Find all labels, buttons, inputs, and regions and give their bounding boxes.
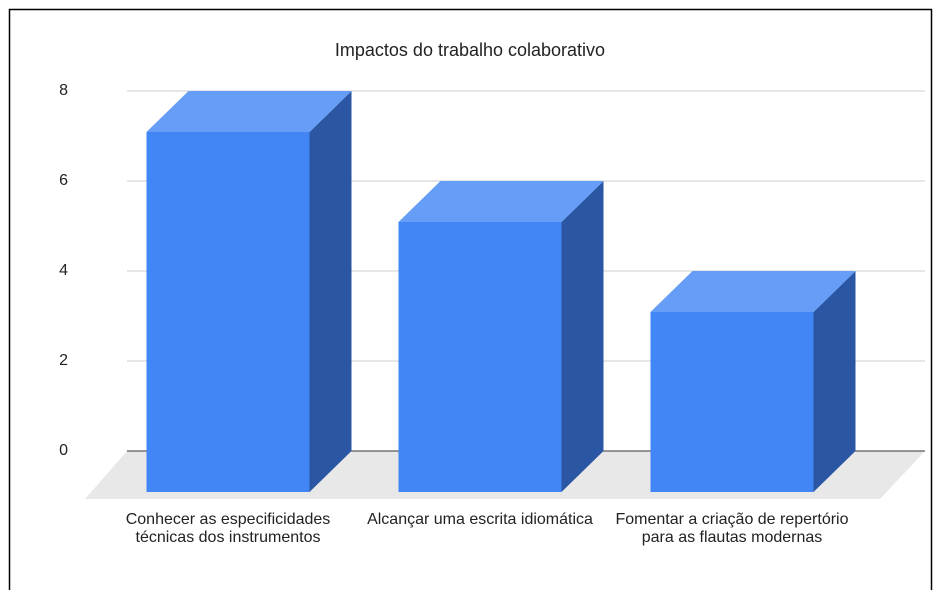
y-tick-label: 2 [59,352,68,369]
bar-side [561,181,604,492]
bar-side [309,91,352,492]
y-tick-label: 0 [59,442,68,459]
x-tick-label: Conhecer as especificidades técnicas dos… [125,511,331,546]
bar-top [146,91,352,132]
x-tick-label: Fomentar a criação de repertório para as… [615,511,849,546]
bar-front [650,312,814,492]
bar-front [146,132,310,492]
x-tick-label: Alcançar uma escrita idiomática [367,511,593,528]
bar-side [813,271,856,492]
y-tick-label: 6 [59,172,68,189]
chart-title: Impactos do trabalho colaborativo [335,40,605,60]
bar-front [398,222,562,492]
bar [650,271,856,492]
bar [146,91,352,492]
y-tick-label: 8 [59,82,68,99]
bar-top [398,181,604,222]
bar-top [650,271,856,312]
bar [398,181,604,492]
chart-border [8,8,933,590]
y-tick-label: 4 [59,262,68,279]
